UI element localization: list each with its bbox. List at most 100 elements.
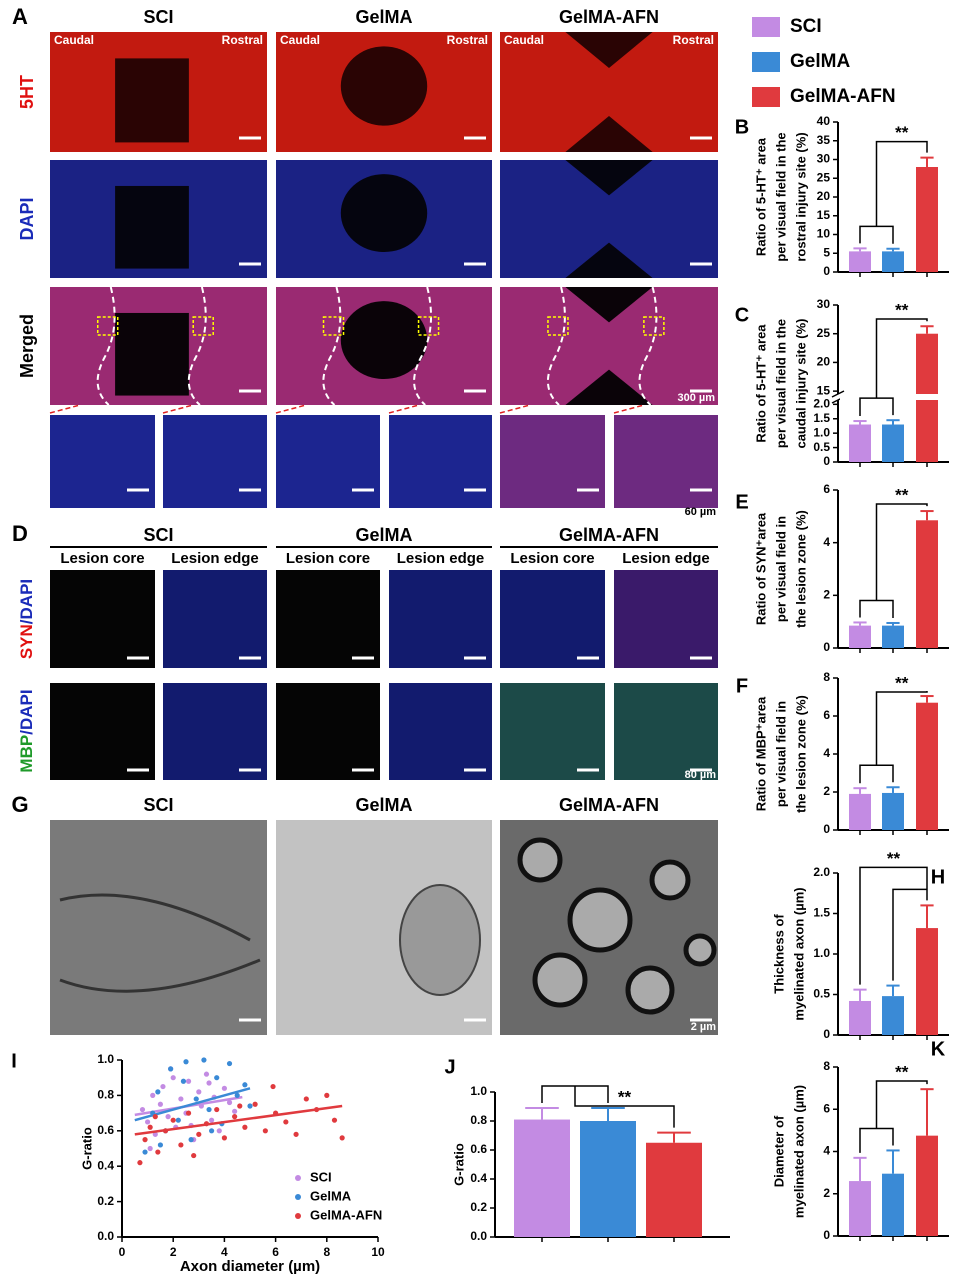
bar (882, 996, 904, 1035)
lesion (340, 174, 428, 253)
y-tick-label: 2.0 (813, 865, 830, 879)
y-tick-label: 35 (817, 133, 831, 147)
y-tick-label: 0.2 (97, 1194, 114, 1208)
point (137, 1160, 143, 1166)
bar (882, 1173, 904, 1236)
x-tick-label: 10 (371, 1245, 385, 1259)
y-tick-label: 0.4 (97, 1158, 114, 1172)
zoom-box (192, 316, 214, 336)
fit-line (134, 1104, 343, 1136)
bar (580, 1121, 636, 1237)
point (242, 1124, 248, 1130)
significance: ** (895, 300, 909, 319)
point (178, 1142, 184, 1148)
cell-outline (399, 884, 481, 996)
axon (532, 952, 588, 1008)
bar (849, 793, 871, 830)
zoom-guide (499, 404, 531, 414)
point (209, 1128, 215, 1134)
y-axis-label: per visual field in (773, 701, 788, 807)
point (232, 1108, 238, 1114)
lesion (565, 32, 653, 68)
lesion (340, 301, 428, 380)
subcolumn-title: Lesion core (510, 550, 594, 567)
zoom-box (643, 316, 665, 336)
y-tick-label: 1.0 (470, 1084, 487, 1098)
point (160, 1083, 166, 1090)
y-tick-label: 0 (823, 822, 830, 836)
y-axis-label: the lesion zone (%) (793, 510, 808, 628)
y-tick-label: 4 (823, 746, 830, 760)
panel-letter: G (11, 792, 28, 817)
point (142, 1149, 148, 1155)
point (147, 1124, 153, 1130)
micrograph (163, 683, 267, 780)
subcolumn-title: Lesion edge (171, 550, 259, 567)
y-tick-label: 0.6 (97, 1123, 114, 1137)
legend-label: GelMA (310, 1188, 352, 1203)
micrograph (276, 683, 380, 780)
scale-label: 60 µm (685, 506, 717, 518)
bar (882, 424, 904, 462)
y-tick-label: 40 (817, 114, 831, 128)
y-axis-label: Ratio of 5-HT⁺ area (753, 324, 768, 443)
point (206, 1106, 212, 1113)
bar (849, 1000, 871, 1035)
panel-letter: D (12, 521, 28, 546)
column-title: SCI (143, 7, 173, 27)
axon (517, 837, 563, 883)
y-tick-label: 2 (823, 1186, 830, 1200)
y-tick-label: 1.0 (813, 946, 830, 960)
point (150, 1092, 156, 1098)
micrograph (389, 683, 492, 780)
lesion (115, 312, 189, 396)
scale-label: 2 µm (691, 1021, 717, 1033)
y-axis-label: Ratio of SYN⁺area (753, 512, 768, 625)
point (178, 1096, 184, 1102)
point (214, 1075, 220, 1081)
micrograph (163, 415, 267, 508)
panel-letter: K (931, 1038, 946, 1060)
point (216, 1128, 222, 1134)
column-title: GelMA-AFN (559, 525, 659, 545)
point (165, 1114, 171, 1120)
point (157, 1101, 163, 1107)
zoom-guide (275, 404, 307, 414)
bar (849, 251, 871, 272)
point (214, 1106, 220, 1113)
point (293, 1131, 299, 1137)
cell-outline (59, 893, 261, 993)
bar (882, 792, 904, 830)
y-axis-label: G-ratio (451, 1143, 466, 1186)
y-tick-label: 8 (823, 670, 830, 684)
bar (916, 167, 938, 272)
y-tick-label: 6 (823, 482, 830, 496)
axon (567, 887, 633, 953)
zoom-guide (388, 404, 420, 414)
y-axis-label: caudal injury site (%) (793, 318, 808, 448)
point (247, 1103, 253, 1109)
point (201, 1057, 207, 1063)
y-tick-label: 0.0 (97, 1229, 114, 1243)
lesion (115, 58, 189, 143)
y-tick-label: 0.8 (97, 1088, 114, 1102)
rostral-label: Rostral (222, 33, 263, 47)
zoom-box (417, 316, 440, 336)
point (226, 1099, 233, 1106)
significance-bracket (859, 140, 928, 244)
lesion (565, 242, 653, 278)
y-tick-label: 15 (817, 208, 831, 222)
rostral-label: Rostral (447, 33, 488, 47)
micrograph (614, 683, 718, 780)
bar (916, 1135, 938, 1236)
panel-letter: E (735, 491, 748, 513)
point (203, 1071, 210, 1077)
y-tick-label: 2 (823, 588, 830, 602)
y-tick-label: 0.8 (470, 1113, 487, 1127)
subcolumn-title: Lesion edge (622, 550, 710, 567)
row-label: DAPI (17, 197, 37, 240)
panel-letter: B (735, 116, 749, 138)
axon (683, 933, 717, 967)
column-title: SCI (143, 795, 173, 815)
axon (649, 859, 691, 901)
